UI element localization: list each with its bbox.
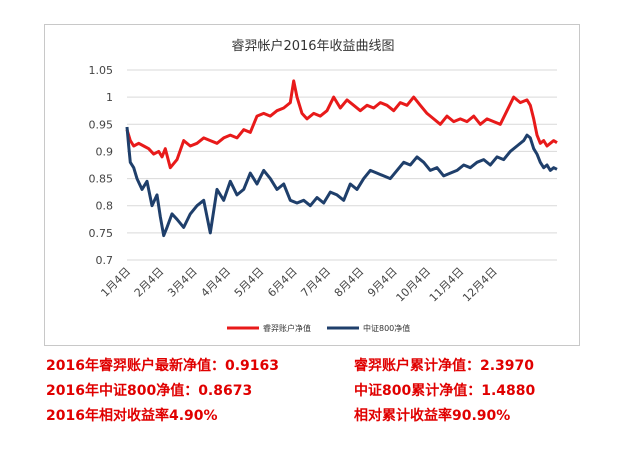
gridlines (127, 69, 557, 261)
y-tick-label: 0.8 (96, 200, 114, 213)
y-tick-label: 0.9 (96, 145, 114, 158)
stat-csi800-cumulative-nav: 中证800累计净值：1.4880 (354, 383, 536, 399)
line-chart: 睿羿帐户2016年收益曲线图 1.05 1 0.95 0.9 0.85 0.8 0.75 0.… (89, 38, 558, 333)
x-tick-label: 10月4日 (394, 265, 434, 305)
x-tick-label: 12月4日 (460, 265, 500, 305)
y-tick-label: 0.95 (89, 118, 114, 131)
x-tick-label: 3月4日 (165, 265, 200, 300)
stat-relative-return: 2016年相对收益率4.90% (46, 408, 218, 424)
series-line-account-nav (125, 79, 558, 170)
y-tick-label: 1.05 (89, 64, 114, 77)
legend-label-csi800: 中证800净值 (363, 323, 410, 333)
x-tick-label: 11月4日 (427, 265, 467, 305)
x-tick-label: 8月4日 (332, 265, 367, 300)
series-lines (125, 79, 558, 238)
x-tick-label: 1月4日 (98, 265, 133, 300)
stat-account-latest-nav: 2016年睿羿账户最新净值：0.9163 (46, 358, 279, 374)
stat-relative-cumulative-return: 相对累计收益率90.90% (354, 408, 511, 424)
x-tick-label: 4月4日 (198, 265, 233, 300)
stat-csi800-nav: 2016年中证800净值：0.8673 (46, 383, 253, 399)
y-tick-label: 0.85 (89, 173, 114, 186)
stat-account-cumulative-nav: 睿羿账户累计净值：2.3970 (354, 358, 535, 374)
x-tick-label: 2月4日 (132, 265, 167, 300)
y-tick-label: 1 (106, 91, 113, 104)
series-line-csi800-nav (125, 126, 558, 238)
chart-title: 睿羿帐户2016年收益曲线图 (231, 38, 394, 54)
y-tick-label: 0.75 (89, 227, 114, 240)
x-tick-label: 5月4日 (232, 265, 267, 300)
legend-label-account: 睿羿账户净值 (263, 323, 311, 333)
y-tick-label: 0.7 (96, 254, 114, 267)
x-axis-ticks: 1月4日2月4日3月4日4月4日5月4日6月4日7月4日8月4日9月4日10月4… (98, 265, 499, 305)
legend: 睿羿账户净值 中证800净值 (227, 323, 410, 333)
y-axis-ticks: 1.05 1 0.95 0.9 0.85 0.8 0.75 0.7 (89, 64, 114, 267)
chart-frame: 睿羿帐户2016年收益曲线图 1.05 1 0.95 0.9 0.85 0.8 0.75 0.… (44, 24, 580, 346)
x-tick-label: 6月4日 (265, 265, 300, 300)
x-tick-label: 7月4日 (298, 265, 333, 300)
